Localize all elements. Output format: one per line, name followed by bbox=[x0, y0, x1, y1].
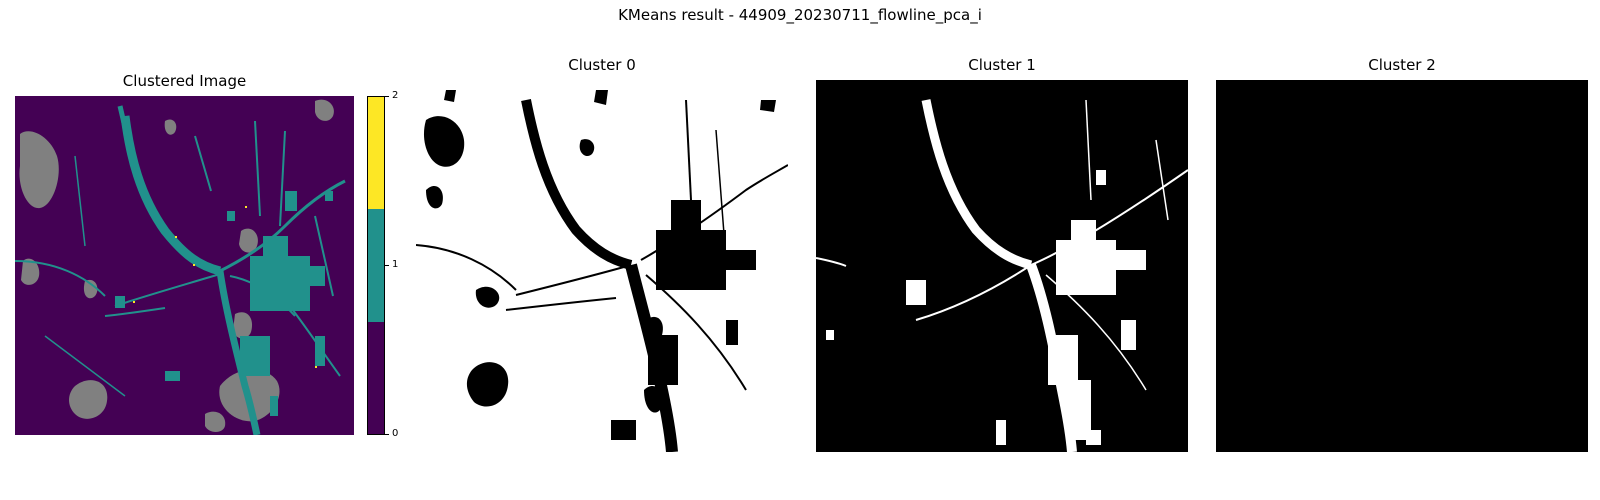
nodata-blob bbox=[233, 312, 253, 339]
nodata-blob bbox=[69, 380, 108, 419]
colorbar-segment-2 bbox=[368, 97, 384, 210]
cluster-0-mask bbox=[416, 80, 788, 452]
cluster2-pixels bbox=[133, 206, 317, 368]
colorbar-tick-label-2: 2 bbox=[392, 90, 399, 101]
colorbar-segment-1 bbox=[368, 209, 384, 322]
nodata-blob bbox=[83, 279, 98, 299]
clustered-image-svg bbox=[15, 96, 354, 435]
colorbar-tick-label-0: 0 bbox=[392, 428, 399, 439]
colorbar-tick-2 bbox=[385, 96, 389, 97]
cluster-2-mask bbox=[1216, 80, 1588, 452]
colorbar-tick-1 bbox=[385, 265, 389, 266]
nodata-regions bbox=[19, 99, 334, 432]
nodata-blob bbox=[164, 119, 177, 135]
nodata-blob bbox=[315, 99, 334, 121]
river-channel bbox=[120, 115, 222, 276]
figure-title: KMeans result - 44909_20230711_flowline_… bbox=[618, 6, 982, 24]
colorbar-segment-0 bbox=[368, 321, 384, 434]
panel-title-cluster-1: Cluster 1 bbox=[968, 56, 1036, 74]
colorbar-tick-0 bbox=[385, 434, 389, 435]
cluster-1-mask bbox=[816, 80, 1188, 452]
nodata-blob bbox=[205, 411, 226, 432]
cluster-1-mask-svg bbox=[816, 99, 1188, 452]
nodata-blob bbox=[239, 228, 258, 253]
mask-urban bbox=[611, 200, 756, 440]
colorbar bbox=[367, 96, 385, 435]
mask-channels bbox=[816, 99, 1188, 452]
mask-channels bbox=[416, 99, 788, 452]
panel-title-cluster-0: Cluster 0 bbox=[568, 56, 636, 74]
clustered-image bbox=[15, 96, 354, 435]
panel-title-clustered: Clustered Image bbox=[122, 72, 247, 90]
nodata-blob bbox=[21, 258, 40, 285]
nodata-blob bbox=[19, 131, 59, 209]
cluster1-features bbox=[15, 105, 346, 435]
colorbar-tick-label-1: 1 bbox=[392, 259, 399, 270]
panel-title-cluster-2: Cluster 2 bbox=[1368, 56, 1436, 74]
cluster1-patches bbox=[115, 191, 333, 416]
mask-urban bbox=[826, 170, 1146, 445]
cluster-0-mask-svg bbox=[416, 90, 788, 452]
